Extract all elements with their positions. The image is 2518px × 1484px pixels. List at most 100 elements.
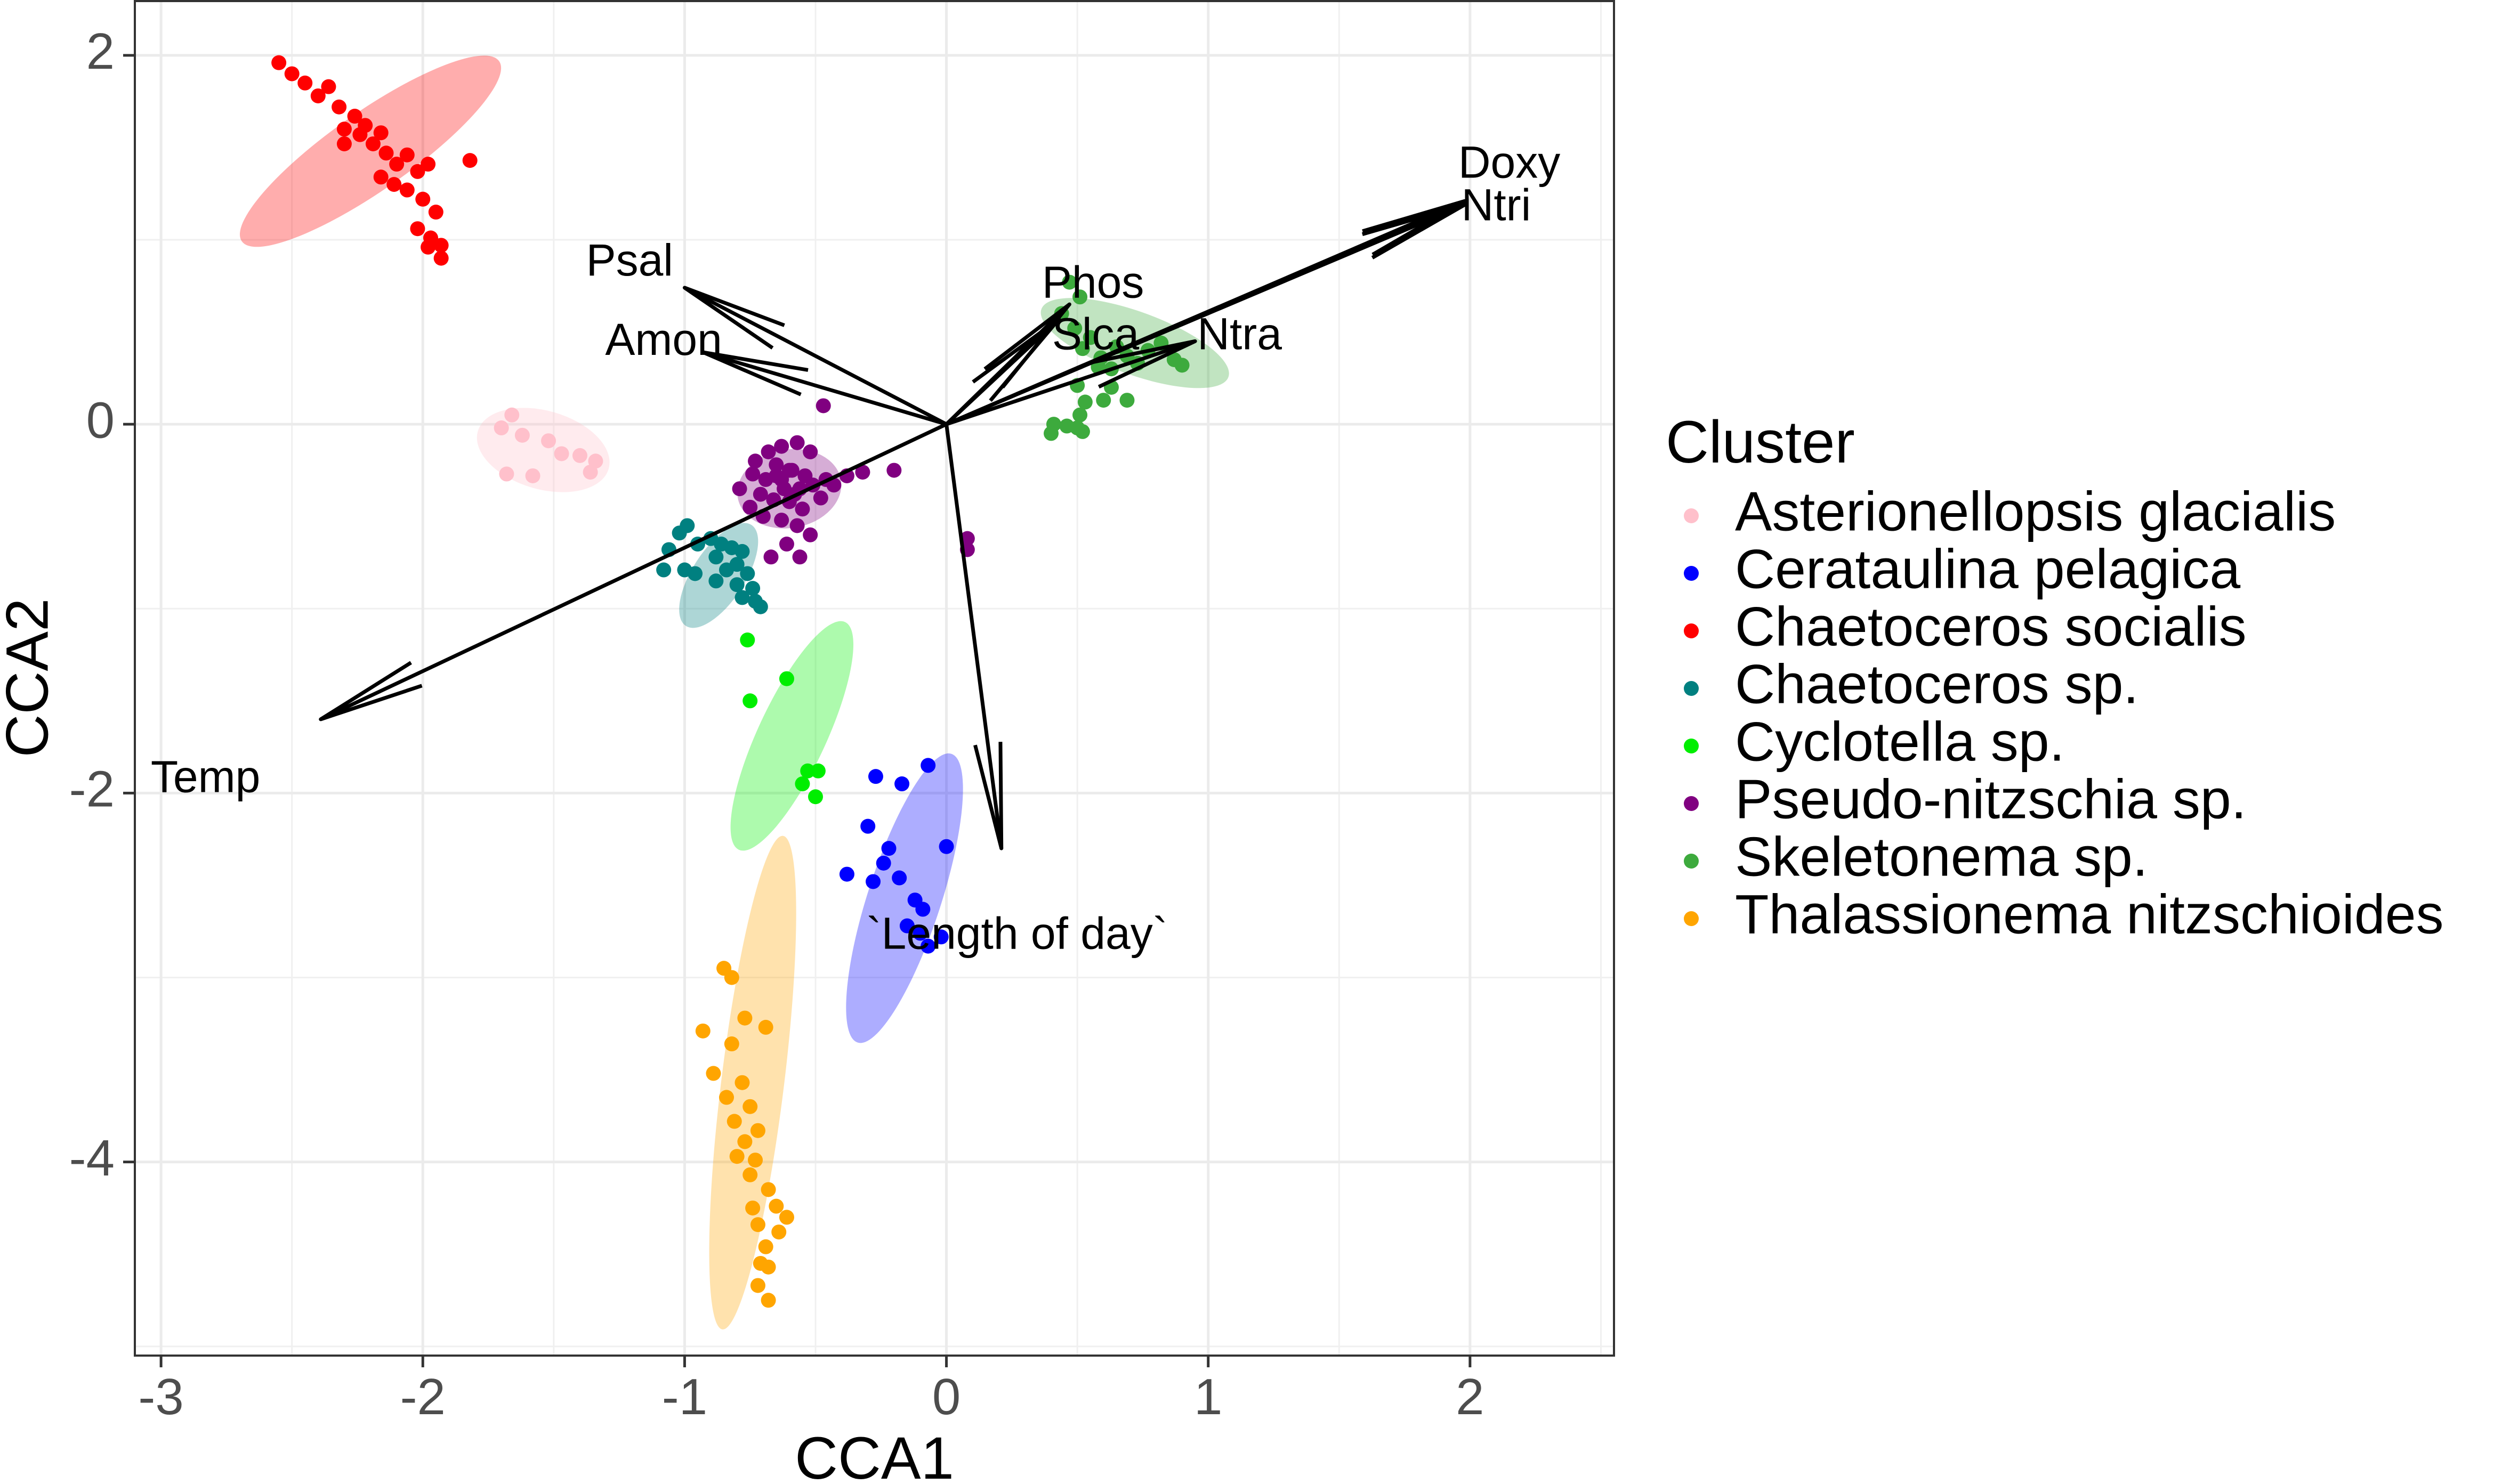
- ellipse-cyclotella-sp: [730, 621, 854, 851]
- point: [729, 1149, 745, 1164]
- point: [386, 177, 402, 192]
- point: [708, 549, 724, 565]
- arrow-amon: [701, 350, 949, 426]
- point: [373, 125, 389, 141]
- y-axis-title: CCA2: [0, 598, 61, 758]
- point: [572, 448, 587, 463]
- point: [504, 407, 520, 423]
- point: [758, 1019, 773, 1035]
- point: [753, 599, 768, 614]
- arrow-label-length-of-day: `Length of day`: [867, 908, 1168, 958]
- point: [743, 499, 758, 515]
- point: [789, 518, 805, 533]
- point: [915, 902, 931, 917]
- point: [389, 157, 405, 172]
- legend-item-chaetoceros-sp: Chaetoceros sp.: [1684, 653, 2138, 715]
- arrow-temp: [319, 422, 949, 721]
- point: [808, 789, 823, 805]
- point: [421, 239, 436, 255]
- arrow-label-phos: Phos: [1042, 257, 1144, 307]
- arrow-shaft: [319, 422, 949, 721]
- point: [750, 1123, 765, 1138]
- series-cerataulina-pelagica: [839, 758, 954, 954]
- grid-lines: [135, 0, 1614, 1356]
- legend-swatch: [1684, 508, 1699, 523]
- point: [743, 693, 758, 709]
- point: [779, 537, 794, 552]
- point: [855, 465, 870, 480]
- legend-label: Chaetoceros sp.: [1735, 653, 2138, 715]
- point: [740, 632, 755, 648]
- point: [743, 1099, 758, 1114]
- point: [795, 501, 810, 517]
- arrow-ntri: [945, 202, 1467, 426]
- arrow-label-temp: Temp: [151, 751, 260, 801]
- point: [727, 1114, 742, 1129]
- legend-label: Pseudo-nitzschia sp.: [1735, 768, 2247, 830]
- data-points: [271, 55, 1190, 1308]
- point: [959, 531, 975, 546]
- point: [769, 1198, 784, 1214]
- arrow-label-amon: Amon: [605, 314, 722, 364]
- point: [763, 549, 779, 565]
- point: [913, 926, 928, 941]
- point: [860, 818, 876, 834]
- y-tick-label: 0: [86, 392, 115, 449]
- point: [399, 182, 415, 198]
- point: [336, 136, 352, 151]
- axis-ticks: -3 -2 -1 0 1 2 -4 -2 0 2: [69, 23, 1484, 1425]
- panel-frame: [134, 0, 1615, 1357]
- point: [881, 841, 897, 856]
- point: [740, 566, 755, 581]
- point: [745, 1201, 761, 1216]
- point: [839, 866, 854, 882]
- legend-swatch: [1684, 911, 1699, 926]
- point: [336, 121, 352, 137]
- point: [886, 463, 902, 478]
- arrow-head: [1361, 202, 1466, 260]
- legend-label: Chaetoceros socialis: [1735, 596, 2247, 658]
- legend-swatch: [1684, 566, 1699, 581]
- point: [1070, 420, 1085, 436]
- point: [365, 136, 381, 151]
- x-tick-label: 2: [1456, 1368, 1484, 1425]
- point: [866, 874, 881, 889]
- point: [554, 446, 569, 461]
- point: [769, 468, 784, 483]
- point: [761, 1182, 776, 1197]
- arrow-head: [683, 286, 785, 350]
- point: [433, 250, 449, 266]
- legend-swatch: [1684, 796, 1699, 811]
- point: [1072, 407, 1088, 423]
- point: [462, 153, 478, 168]
- arrow-label-slca: Slca: [1052, 309, 1140, 359]
- point: [737, 1134, 753, 1149]
- point: [899, 918, 915, 934]
- arrow-shaft: [682, 286, 949, 426]
- x-tick-label: -1: [662, 1368, 707, 1425]
- point: [939, 839, 954, 854]
- point: [373, 169, 389, 185]
- series-chaetoceros-socialis: [271, 55, 478, 266]
- point: [1075, 341, 1090, 356]
- point: [656, 562, 672, 578]
- point: [706, 1066, 721, 1081]
- point: [680, 518, 695, 533]
- legend-swatch: [1684, 854, 1699, 869]
- arrow-shaft: [945, 422, 1004, 850]
- legend-item-skeletonema-sp: Skeletonema sp.: [1684, 826, 2148, 888]
- x-tick-label: 0: [932, 1368, 961, 1425]
- legend-swatch: [1684, 623, 1699, 638]
- point: [271, 55, 287, 70]
- point: [779, 671, 794, 686]
- point: [541, 433, 556, 449]
- arrow-slca: [945, 317, 1061, 426]
- point: [1062, 274, 1077, 290]
- legend-swatch: [1684, 739, 1699, 753]
- arrow-shaft: [701, 350, 949, 426]
- series-cyclotella-sp: [740, 632, 826, 805]
- arrow-length-of-day: [945, 422, 1004, 850]
- point: [332, 99, 347, 115]
- point: [761, 1293, 776, 1308]
- point: [761, 444, 776, 459]
